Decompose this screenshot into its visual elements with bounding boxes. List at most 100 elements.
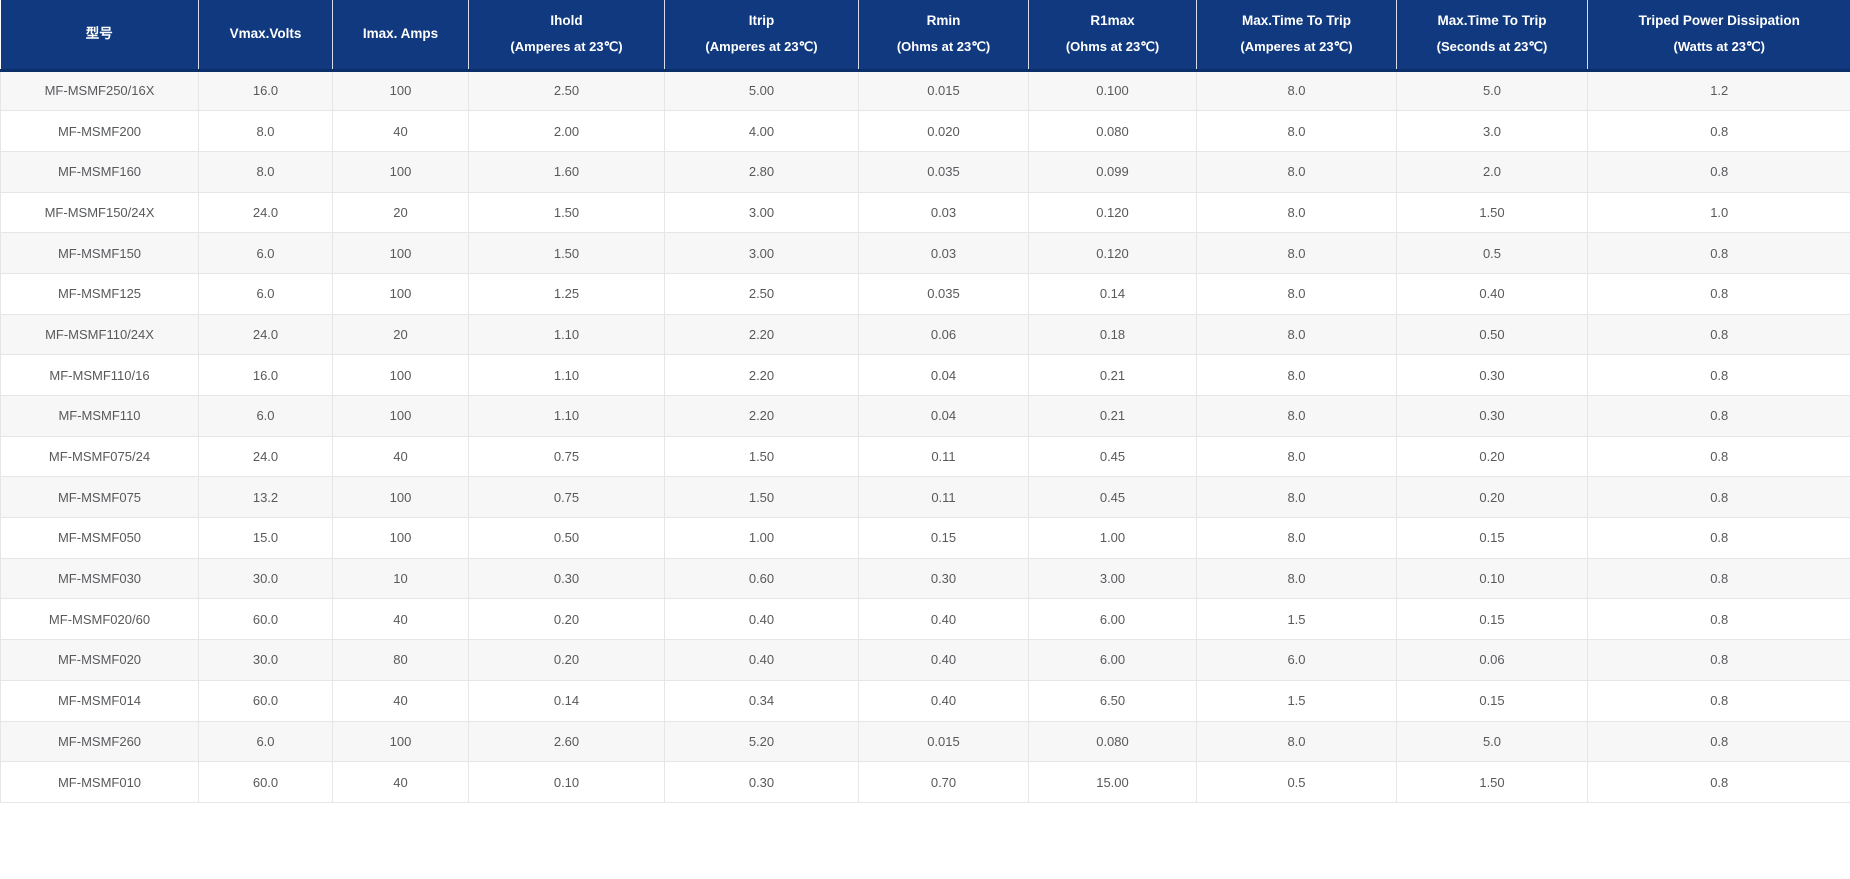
cell-itrip: 0.60	[664, 558, 859, 600]
cell-vmax-volts: 60.0	[198, 761, 333, 803]
column-subtitle: (Ohms at 23℃)	[1065, 39, 1160, 55]
cell-imax-amps: 40	[332, 598, 469, 641]
cell-r1max: 0.099	[1028, 151, 1197, 193]
cell-tripped-power-dissipation: 0.8	[1587, 639, 1850, 681]
cell-model: MF-MSMF050	[0, 517, 199, 559]
cell-max-time-to-trip-seconds: 3.0	[1396, 110, 1588, 152]
cell-itrip: 1.50	[664, 476, 859, 519]
cell-max-time-to-trip-seconds: 5.0	[1396, 721, 1588, 763]
cell-vmax-volts: 16.0	[198, 70, 333, 112]
cell-max-time-to-trip-amperes: 8.0	[1196, 273, 1397, 315]
column-title: Ihold	[550, 13, 583, 29]
cell-max-time-to-trip-seconds: 0.40	[1396, 273, 1588, 315]
table-row: MF-MSMF160 8.0 100 1.60 2.80 0.035 0.099 8.0 2.0…	[0, 151, 1850, 193]
cell-max-time-to-trip-amperes: 8.0	[1196, 70, 1397, 112]
cell-max-time-to-trip-amperes: 8.0	[1196, 476, 1397, 519]
column-subtitle: (Amperes at 23℃)	[1240, 39, 1353, 55]
cell-itrip: 5.20	[664, 721, 859, 763]
cell-tripped-power-dissipation: 0.8	[1587, 680, 1850, 722]
cell-vmax-volts: 8.0	[198, 151, 333, 193]
cell-tripped-power-dissipation: 1.2	[1587, 70, 1850, 112]
cell-itrip: 0.30	[664, 761, 859, 803]
column-header-r1max: R1max (Ohms at 23℃)	[1028, 0, 1197, 72]
cell-model: MF-MSMF125	[0, 273, 199, 315]
cell-max-time-to-trip-seconds: 0.15	[1396, 517, 1588, 559]
column-header-model: 型号	[0, 0, 199, 72]
cell-vmax-volts: 15.0	[198, 517, 333, 559]
cell-imax-amps: 20	[332, 314, 469, 356]
cell-r1max: 0.18	[1028, 314, 1197, 356]
cell-max-time-to-trip-amperes: 8.0	[1196, 151, 1397, 193]
cell-model: MF-MSMF020	[0, 639, 199, 681]
msmf-spec-table: 型号 Vmax.Volts Imax. Amps Ihold (Amperes at 2…	[0, 0, 1850, 803]
cell-r1max: 0.100	[1028, 70, 1197, 112]
page: 型号 Vmax.Volts Imax. Amps Ihold (Amperes at 2…	[0, 0, 1850, 803]
cell-max-time-to-trip-seconds: 1.50	[1396, 761, 1588, 803]
column-title: Itrip	[748, 13, 775, 29]
column-subtitle: (Amperes at 23℃)	[510, 39, 623, 55]
cell-max-time-to-trip-seconds: 0.20	[1396, 436, 1588, 478]
cell-imax-amps: 40	[332, 680, 469, 722]
column-subtitle: (Watts at 23℃)	[1673, 39, 1765, 55]
cell-rmin: 0.15	[858, 517, 1029, 559]
cell-imax-amps: 40	[332, 436, 469, 478]
header-row: 型号 Vmax.Volts Imax. Amps Ihold (Amperes at 2…	[0, 0, 1850, 72]
cell-r1max: 15.00	[1028, 761, 1197, 803]
cell-tripped-power-dissipation: 0.8	[1587, 476, 1850, 519]
cell-model: MF-MSMF075	[0, 476, 199, 519]
cell-model: MF-MSMF150	[0, 232, 199, 274]
cell-model: MF-MSMF110	[0, 395, 199, 437]
cell-itrip: 4.00	[664, 110, 859, 152]
cell-imax-amps: 100	[332, 354, 469, 396]
table-row: MF-MSMF075/24 24.0 40 0.75 1.50 0.11 0.45 8.0 0.…	[0, 436, 1850, 478]
table-row: MF-MSMF020/60 60.0 40 0.20 0.40 0.40 6.00 1.5 0.…	[0, 598, 1850, 641]
column-header-itrip: Itrip (Amperes at 23℃)	[664, 0, 859, 72]
cell-model: MF-MSMF150/24X	[0, 192, 199, 234]
cell-rmin: 0.70	[858, 761, 1029, 803]
cell-ihold: 0.30	[468, 558, 665, 600]
cell-model: MF-MSMF020/60	[0, 598, 199, 641]
table-row: MF-MSMF250/16X 16.0 100 2.50 5.00 0.015 0.100 8…	[0, 70, 1850, 112]
cell-tripped-power-dissipation: 0.8	[1587, 273, 1850, 315]
cell-r1max: 0.21	[1028, 354, 1197, 396]
cell-r1max: 6.50	[1028, 680, 1197, 722]
cell-rmin: 0.03	[858, 232, 1029, 274]
cell-rmin: 0.015	[858, 721, 1029, 763]
cell-ihold: 1.10	[468, 395, 665, 437]
cell-rmin: 0.11	[858, 436, 1029, 478]
cell-max-time-to-trip-amperes: 6.0	[1196, 639, 1397, 681]
cell-itrip: 2.20	[664, 314, 859, 356]
cell-imax-amps: 100	[332, 476, 469, 519]
cell-vmax-volts: 24.0	[198, 314, 333, 356]
table-row: MF-MSMF010 60.0 40 0.10 0.30 0.70 15.00 0.5 1.50…	[0, 761, 1850, 803]
cell-max-time-to-trip-amperes: 0.5	[1196, 761, 1397, 803]
cell-tripped-power-dissipation: 1.0	[1587, 192, 1850, 234]
cell-vmax-volts: 6.0	[198, 232, 333, 274]
table-row: MF-MSMF150 6.0 100 1.50 3.00 0.03 0.120 8.0 0.5 0…	[0, 232, 1850, 274]
cell-vmax-volts: 60.0	[198, 598, 333, 641]
cell-tripped-power-dissipation: 0.8	[1587, 354, 1850, 396]
cell-tripped-power-dissipation: 0.8	[1587, 151, 1850, 193]
cell-tripped-power-dissipation: 0.8	[1587, 517, 1850, 559]
table-row: MF-MSMF260 6.0 100 2.60 5.20 0.015 0.080 8.0 5.0…	[0, 721, 1850, 763]
cell-vmax-volts: 13.2	[198, 476, 333, 519]
cell-vmax-volts: 8.0	[198, 110, 333, 152]
cell-vmax-volts: 6.0	[198, 721, 333, 763]
cell-itrip: 0.34	[664, 680, 859, 722]
cell-ihold: 1.50	[468, 232, 665, 274]
column-header-max-time-to-trip-amperes: Max.Time To Trip (Amperes at 23℃)	[1196, 0, 1397, 72]
column-title: 型号	[85, 26, 113, 42]
cell-rmin: 0.04	[858, 354, 1029, 396]
table-row: MF-MSMF020 30.0 80 0.20 0.40 0.40 6.00 6.0 0.06 0…	[0, 639, 1850, 681]
cell-model: MF-MSMF014	[0, 680, 199, 722]
cell-max-time-to-trip-seconds: 0.20	[1396, 476, 1588, 519]
cell-tripped-power-dissipation: 0.8	[1587, 598, 1850, 641]
cell-imax-amps: 100	[332, 721, 469, 763]
column-title: Rmin	[926, 13, 961, 29]
column-header-ihold: Ihold (Amperes at 23℃)	[468, 0, 665, 72]
cell-max-time-to-trip-seconds: 2.0	[1396, 151, 1588, 193]
cell-r1max: 0.120	[1028, 192, 1197, 234]
cell-rmin: 0.40	[858, 639, 1029, 681]
cell-imax-amps: 100	[332, 517, 469, 559]
cell-max-time-to-trip-seconds: 1.50	[1396, 192, 1588, 234]
